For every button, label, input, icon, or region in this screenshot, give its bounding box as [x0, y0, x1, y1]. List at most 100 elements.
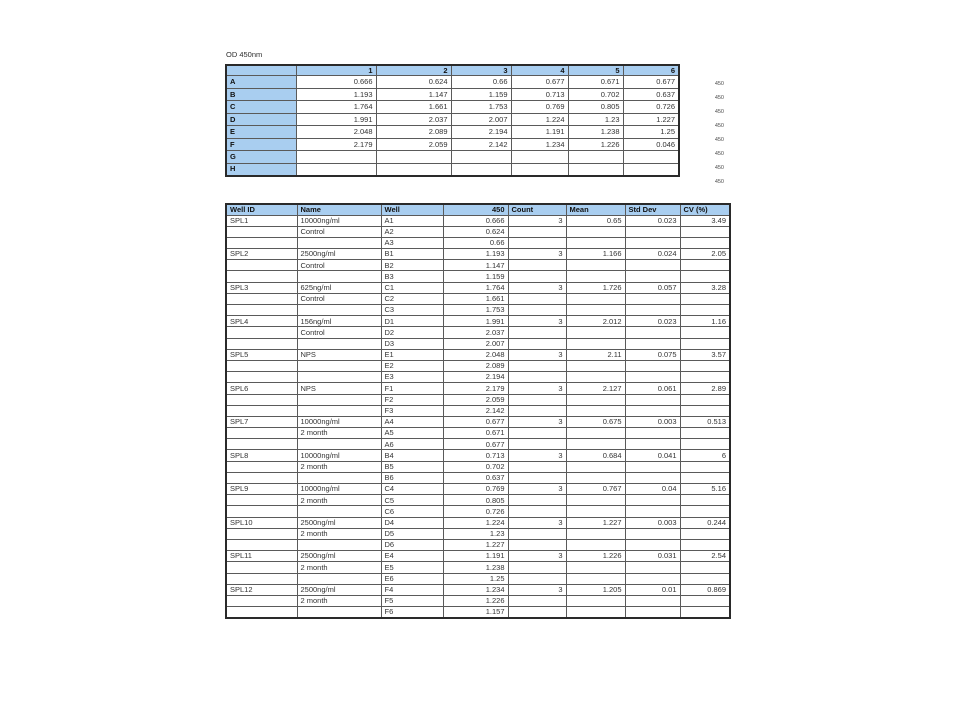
plate-cell: 1.991 [295, 112, 377, 126]
results-cell [507, 326, 567, 339]
results-row: SPL4 156ng/ml D1 1.991 3 2.012 0.023 1.16 [225, 315, 731, 328]
results-cell: 0.057 [624, 281, 681, 294]
results-cell [225, 236, 298, 250]
results-cell: 3 [507, 550, 567, 563]
results-cell: 1.193 [442, 248, 509, 261]
results-cell [225, 337, 298, 350]
results-cell: 1.226 [442, 594, 509, 608]
results-cell: 0.671 [442, 427, 509, 440]
results-table-body: SPL1 10000ng/ml A1 0.666 3 0.65 0.023 3.49 Contr… [225, 214, 731, 619]
plate-row: B 1.193 1.147 1.159 0.713 0.702 0.637 [225, 87, 680, 101]
results-cell: E3 [380, 371, 444, 384]
results-cell [624, 527, 681, 540]
results-cell [507, 494, 567, 507]
results-cell [296, 371, 382, 384]
results-cell [565, 460, 626, 473]
results-row: E2 2.089 [225, 359, 731, 373]
results-cell: 2 month [296, 427, 382, 440]
wavelength-label: 450 [714, 109, 724, 115]
results-column-header: Well ID [225, 203, 298, 216]
results-cell: 0.702 [442, 460, 509, 473]
results-cell [565, 259, 626, 272]
results-cell: 1.753 [442, 303, 509, 317]
results-cell [225, 292, 298, 306]
results-cell: SPL5 [225, 348, 298, 361]
plate-cell: 1.238 [567, 125, 624, 139]
results-cell [565, 594, 626, 608]
results-cell: 2.059 [442, 393, 509, 406]
results-cell: 0.075 [624, 348, 681, 361]
results-cell: A5 [380, 427, 444, 440]
results-cell: 0.023 [624, 315, 681, 328]
results-cell: C1 [380, 281, 444, 294]
results-cell [565, 359, 626, 373]
results-cell: 0.677 [442, 415, 509, 429]
results-cell [507, 427, 567, 440]
results-cell [225, 460, 298, 473]
results-cell: 1.661 [442, 292, 509, 306]
results-cell: 2.037 [442, 326, 509, 339]
results-cell [225, 471, 298, 485]
results-cell: 2500ng/ml [296, 516, 382, 529]
results-cell: 0.65 [565, 214, 626, 227]
plate-cell: 2.194 [450, 125, 512, 139]
results-cell: 2500ng/ml [296, 583, 382, 596]
results-cell: B5 [380, 460, 444, 473]
results-cell: SPL6 [225, 382, 298, 395]
plate-cell: 0.677 [510, 75, 569, 89]
results-cell [679, 538, 731, 552]
results-cell: 0.624 [442, 225, 509, 238]
results-cell [679, 259, 731, 272]
results-cell [296, 337, 382, 350]
results-cell: NPS [296, 382, 382, 395]
results-cell [225, 561, 298, 574]
results-cell: 1.166 [565, 248, 626, 261]
results-cell: 0.666 [442, 214, 509, 227]
results-row: 2 month A5 0.671 [225, 427, 731, 440]
plate-row-header: C [225, 100, 297, 114]
results-cell: 5.16 [679, 482, 731, 496]
results-cell [296, 359, 382, 373]
plate-row-header: H [225, 162, 297, 176]
results-column-header: Std Dev [624, 203, 681, 216]
results-row: B3 1.159 [225, 270, 731, 283]
results-cell: 3 [507, 449, 567, 462]
results-cell: 1.16 [679, 315, 731, 328]
results-cell [624, 225, 681, 238]
results-cell [507, 594, 567, 608]
results-cell: E4 [380, 550, 444, 563]
results-row: 2 month F5 1.226 [225, 594, 731, 608]
results-cell [624, 471, 681, 485]
results-row: A3 0.66 [225, 236, 731, 250]
results-cell [679, 438, 731, 451]
results-cell: 10000ng/ml [296, 449, 382, 462]
plate-cell: 0.713 [510, 87, 569, 101]
results-cell [507, 337, 567, 350]
plate-cell [510, 150, 569, 164]
results-cell: SPL10 [225, 516, 298, 529]
results-cell: 1.147 [442, 259, 509, 272]
results-cell: Control [296, 259, 382, 272]
results-cell [507, 606, 567, 619]
results-cell [565, 337, 626, 350]
plate-cell: 1.159 [450, 87, 512, 101]
results-row: E3 2.194 [225, 371, 731, 384]
plate-column-header: 5 [567, 64, 624, 76]
results-cell [296, 471, 382, 485]
plate-cell: 2.142 [450, 137, 512, 151]
results-cell: C5 [380, 494, 444, 507]
results-cell: 2 month [296, 561, 382, 574]
results-cell [679, 594, 731, 608]
plate-cell [510, 162, 569, 176]
results-row: D3 2.007 [225, 337, 731, 350]
results-cell: C4 [380, 482, 444, 496]
results-cell [565, 471, 626, 485]
results-cell: 1.25 [442, 572, 509, 585]
results-row: F2 2.059 [225, 393, 731, 406]
results-cell [624, 505, 681, 518]
plate-column-header: 6 [622, 64, 680, 76]
results-cell: 2.142 [442, 404, 509, 417]
results-header-row: Well ID Name Well 450 Count Mean Std Dev CV (%) [225, 203, 731, 216]
results-row: SPL2 2500ng/ml B1 1.193 3 1.166 0.024 2.05 [225, 248, 731, 261]
results-cell [624, 326, 681, 339]
